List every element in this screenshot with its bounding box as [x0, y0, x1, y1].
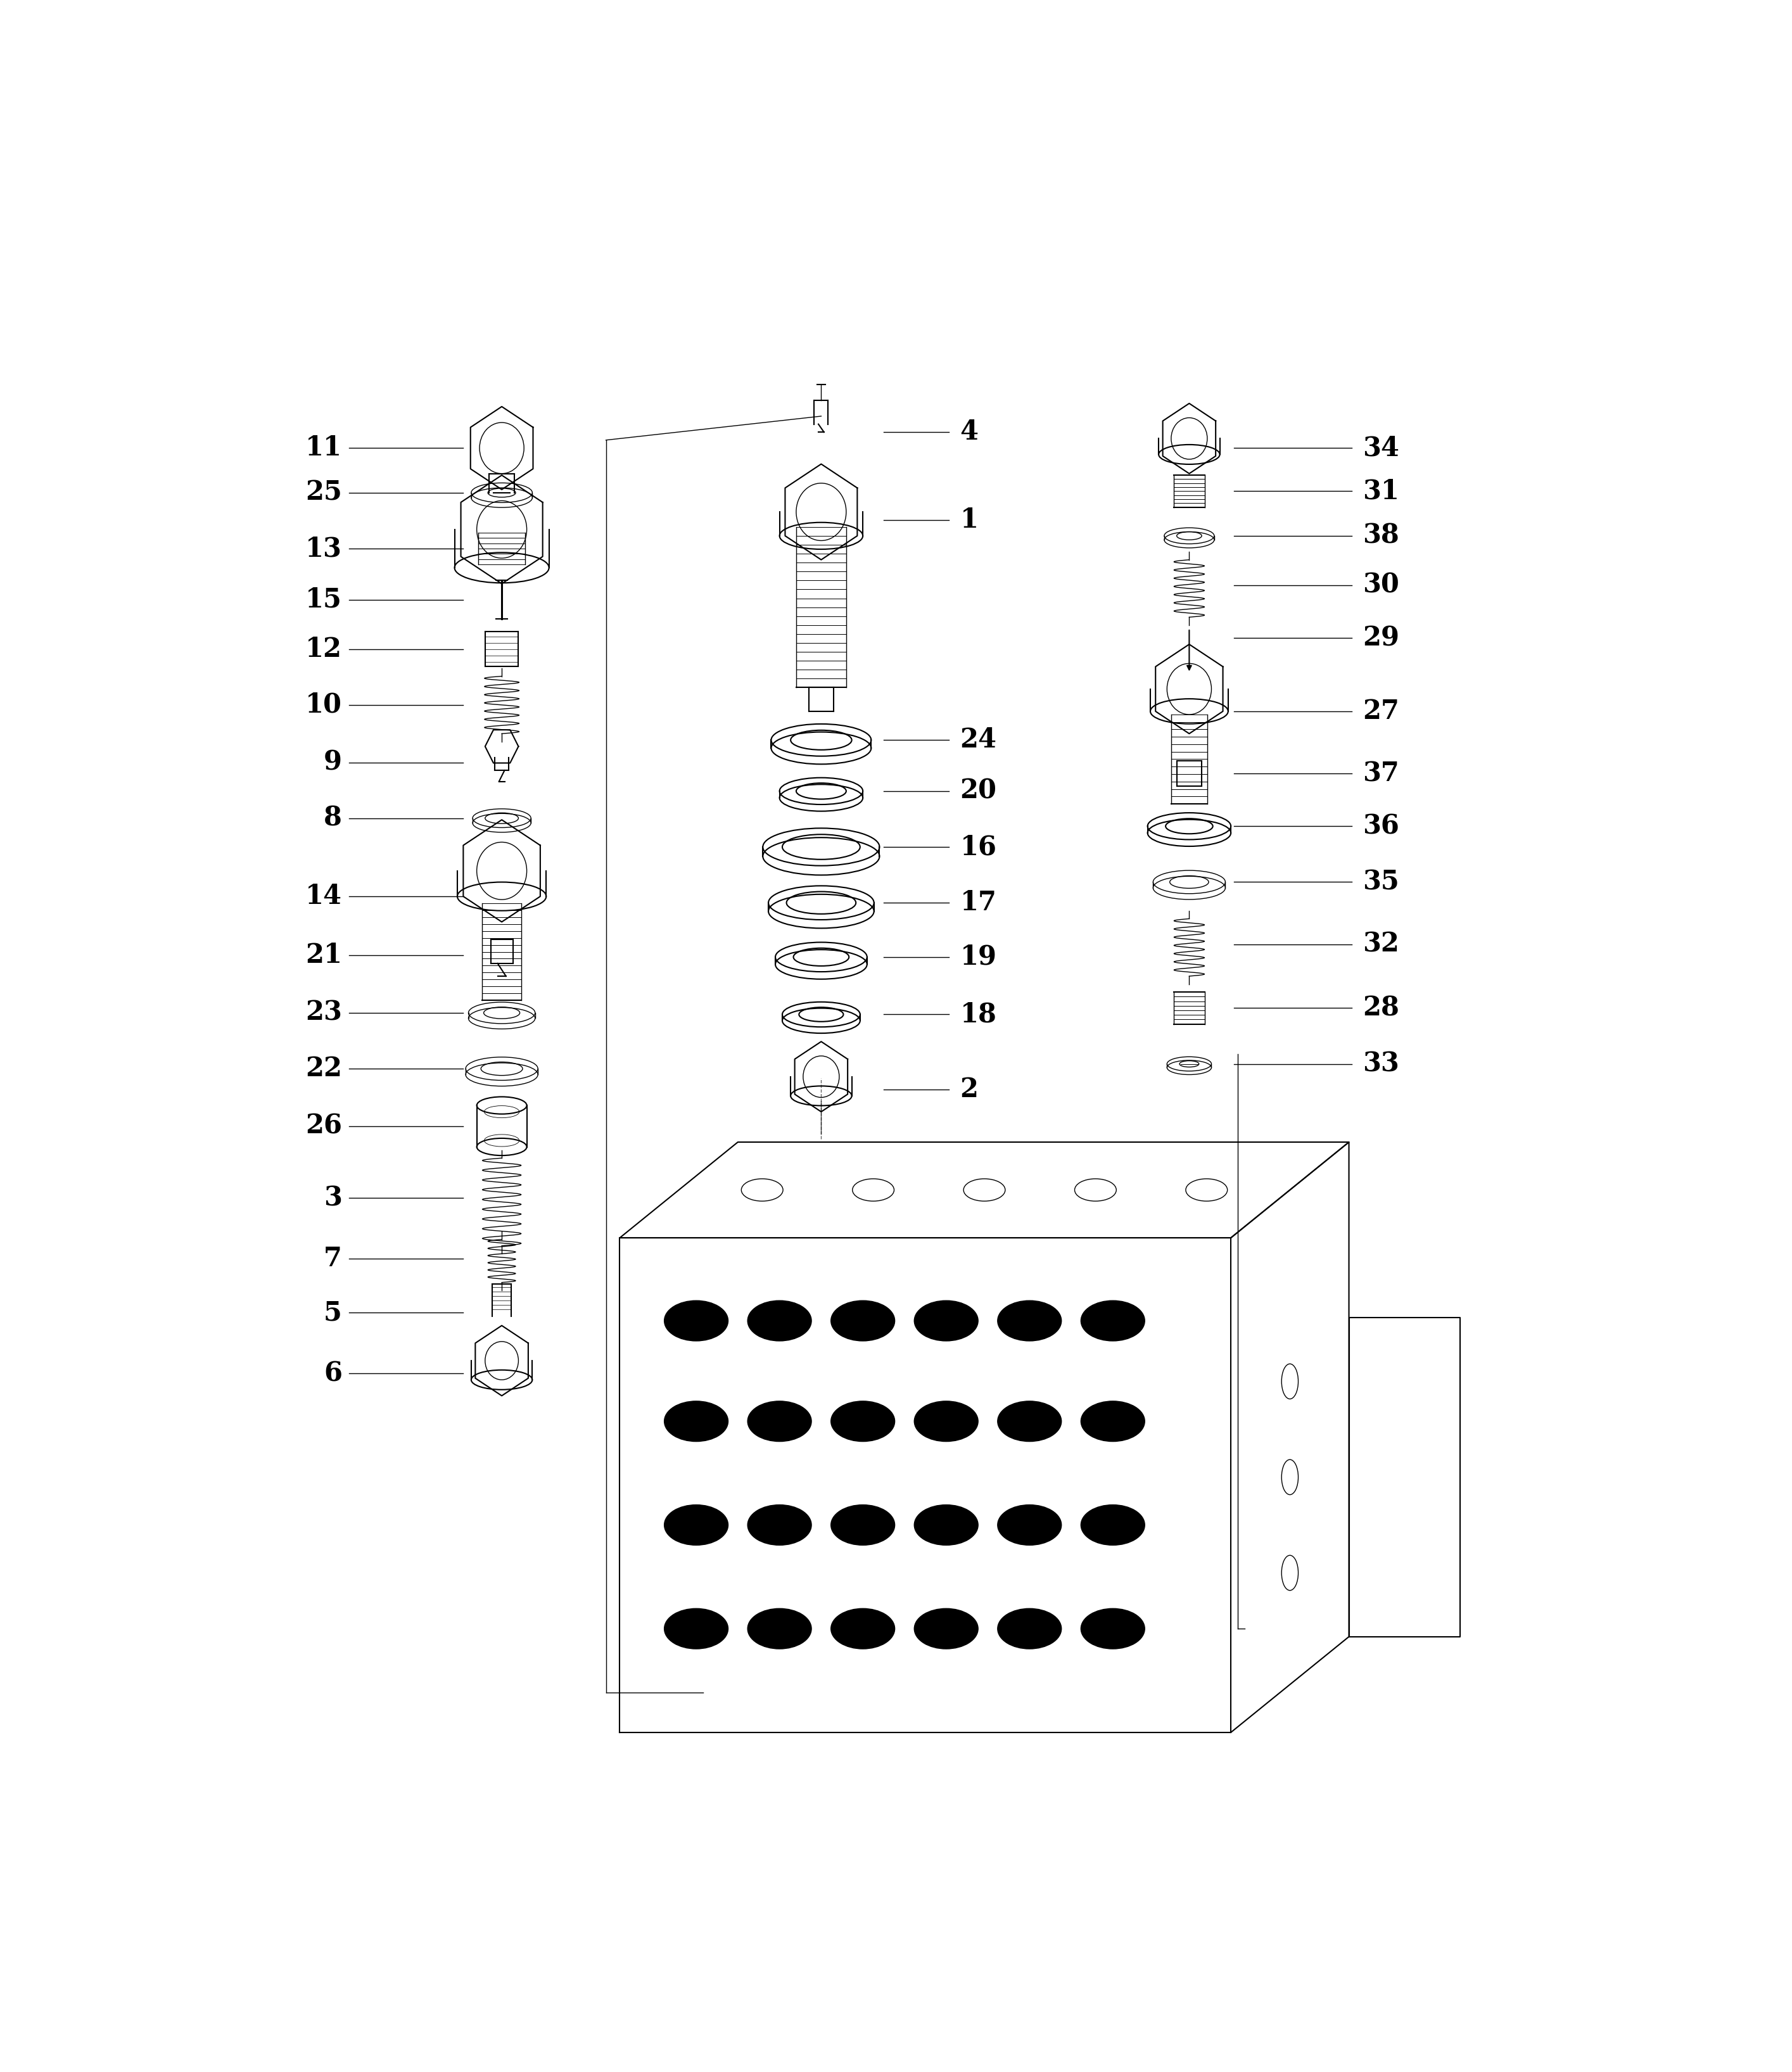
Ellipse shape [665, 1301, 728, 1341]
Text: 14: 14 [305, 883, 342, 910]
Text: 13: 13 [305, 535, 342, 562]
Ellipse shape [914, 1608, 978, 1649]
Text: 32: 32 [1362, 930, 1400, 957]
Text: 4: 4 [961, 419, 978, 445]
Text: 23: 23 [305, 999, 342, 1026]
Text: 38: 38 [1362, 522, 1400, 549]
Text: 29: 29 [1362, 624, 1400, 651]
Text: 9: 9 [324, 750, 342, 775]
Text: 8: 8 [324, 804, 342, 831]
Text: 6: 6 [324, 1359, 342, 1386]
Text: 25: 25 [305, 479, 342, 506]
Text: 36: 36 [1362, 812, 1400, 839]
Text: 12: 12 [305, 636, 342, 663]
Text: 37: 37 [1362, 760, 1400, 787]
Text: 20: 20 [961, 777, 996, 804]
Ellipse shape [831, 1504, 894, 1546]
Text: 27: 27 [1362, 698, 1400, 725]
Text: 15: 15 [305, 586, 342, 613]
Text: 34: 34 [1362, 435, 1400, 462]
Text: 16: 16 [961, 833, 996, 860]
Ellipse shape [1081, 1504, 1145, 1546]
Text: 26: 26 [305, 1113, 342, 1140]
Ellipse shape [914, 1301, 978, 1341]
Ellipse shape [1081, 1401, 1145, 1442]
Text: 5: 5 [324, 1299, 342, 1326]
Text: 24: 24 [961, 727, 996, 754]
Text: 1: 1 [961, 506, 978, 533]
Text: 7: 7 [324, 1245, 342, 1272]
Text: 17: 17 [961, 889, 996, 916]
Ellipse shape [998, 1608, 1061, 1649]
Text: 30: 30 [1362, 572, 1400, 599]
Ellipse shape [665, 1608, 728, 1649]
Text: 11: 11 [305, 435, 342, 462]
Ellipse shape [914, 1401, 978, 1442]
Text: 2: 2 [961, 1075, 978, 1102]
Ellipse shape [1081, 1608, 1145, 1649]
Ellipse shape [998, 1401, 1061, 1442]
Text: 31: 31 [1362, 479, 1400, 503]
Ellipse shape [747, 1301, 812, 1341]
Text: 33: 33 [1362, 1051, 1400, 1077]
Text: 3: 3 [324, 1185, 342, 1212]
Ellipse shape [1081, 1301, 1145, 1341]
Ellipse shape [831, 1301, 894, 1341]
Ellipse shape [747, 1608, 812, 1649]
Ellipse shape [747, 1504, 812, 1546]
Ellipse shape [998, 1301, 1061, 1341]
Ellipse shape [914, 1504, 978, 1546]
Ellipse shape [665, 1401, 728, 1442]
Text: 10: 10 [305, 692, 342, 719]
Ellipse shape [747, 1401, 812, 1442]
Ellipse shape [831, 1401, 894, 1442]
Text: 35: 35 [1362, 868, 1400, 895]
Ellipse shape [665, 1504, 728, 1546]
Text: 19: 19 [961, 943, 996, 970]
Ellipse shape [831, 1608, 894, 1649]
Ellipse shape [998, 1504, 1061, 1546]
Text: 22: 22 [305, 1055, 342, 1082]
Text: 28: 28 [1362, 995, 1400, 1021]
Text: 18: 18 [961, 1001, 996, 1028]
Text: 21: 21 [305, 943, 342, 970]
